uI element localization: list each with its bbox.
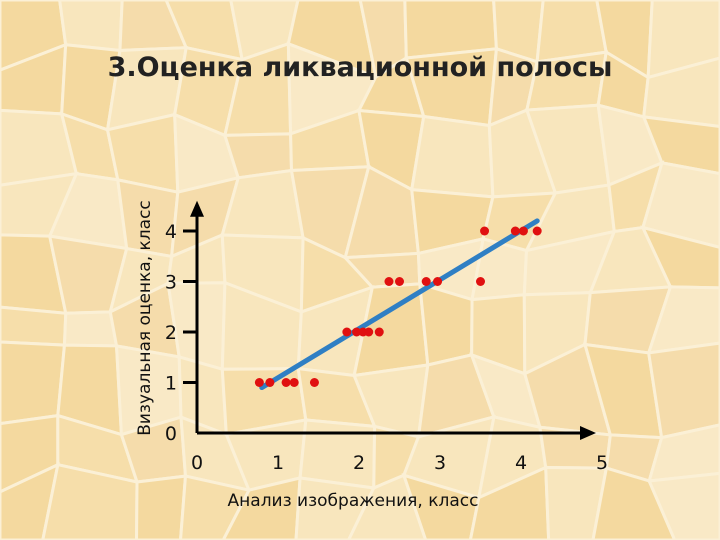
mosaic-cell [640,225,720,290]
x-axis-arrow-icon [580,426,596,440]
data-point [352,327,362,337]
mosaic-cell [647,471,720,540]
y-tick-label: 0 [165,423,177,445]
y-tick-label: 3 [165,272,177,294]
page-title: 3.Оценка ликвационной полосы [107,52,613,83]
points-layer [254,226,542,387]
x-tick-label: 1 [272,452,284,474]
data-point [254,378,264,387]
mosaic-cell [647,423,720,483]
mosaic-cell [646,341,720,440]
mosaic-cell [646,285,720,355]
data-point [384,277,394,286]
data-point [265,378,275,387]
mosaic-cell [591,466,677,540]
mosaic-cell [346,473,428,540]
data-point [364,327,374,337]
mosaic-cell [221,476,302,540]
mosaic-cell [641,115,720,176]
data-point [480,226,490,236]
x-tick-label: 0 [191,452,203,474]
chart-axes [190,200,596,440]
mosaic-cell [544,466,609,540]
x-tick-label: 4 [515,452,527,474]
y-tick-label: 4 [165,221,177,243]
mosaic-cell [294,476,377,540]
trendline-layer [259,218,540,391]
mosaic-cell [41,462,139,540]
mosaic-cell [468,465,551,540]
data-point [374,327,384,337]
mosaic-cell [646,0,720,80]
mosaic-cell [179,474,252,540]
mosaic-cell [0,462,60,540]
mosaic-cell [642,56,720,129]
y-tick-label: 1 [165,373,177,395]
data-point [289,378,299,387]
data-point [518,226,528,236]
x-tick-label: 2 [353,452,365,474]
chart-ticks: 0 1 2 3 4 0 1 2 3 4 5 [165,221,608,474]
mosaic-cell [641,161,720,250]
data-point [532,226,542,236]
y-axis-label: Визуальная оценка, класс [135,200,155,436]
x-tick-label: 3 [434,452,446,474]
data-point [433,277,443,286]
mosaic-cell [401,473,481,540]
data-point [309,378,319,387]
data-point [510,226,520,236]
mosaic-cell [135,474,188,540]
data-point [395,277,404,286]
y-tick-label: 2 [165,322,177,344]
x-axis-label: Анализ изображения, класс [228,491,479,511]
trendline [259,218,540,391]
data-point [476,277,485,286]
data-point [342,327,352,337]
data-point [281,378,291,387]
data-point [421,277,431,286]
x-tick-label: 5 [596,452,608,474]
y-axis-arrow-icon [190,200,204,217]
